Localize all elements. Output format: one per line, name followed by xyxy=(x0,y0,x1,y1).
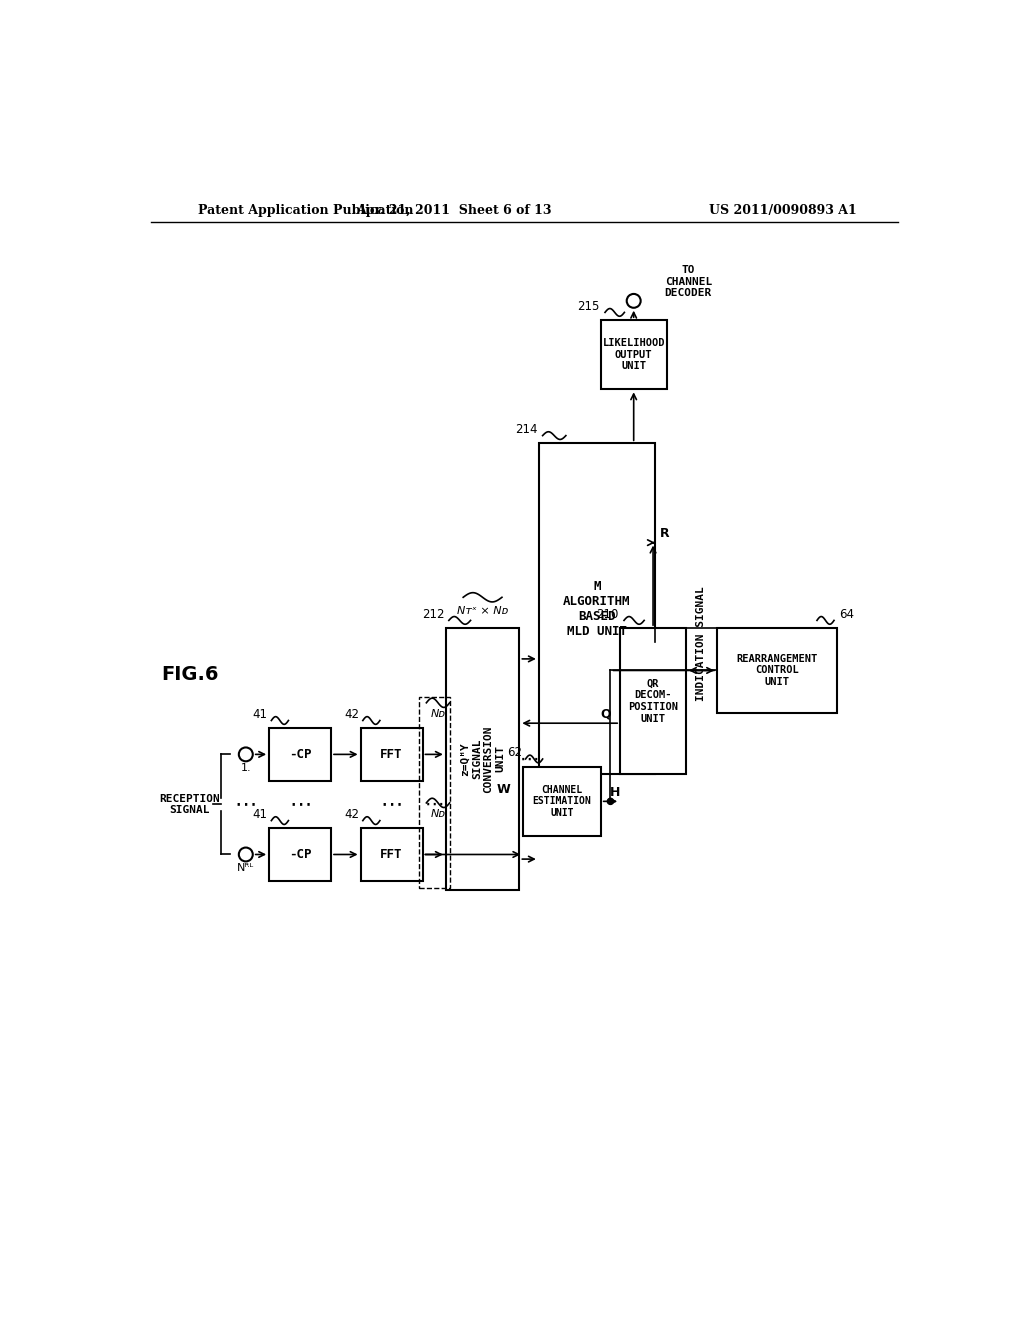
Text: FFT: FFT xyxy=(380,748,402,760)
Text: Apr. 21, 2011  Sheet 6 of 13: Apr. 21, 2011 Sheet 6 of 13 xyxy=(355,205,551,218)
Text: REARRANGEMENT
CONTROL
UNIT: REARRANGEMENT CONTROL UNIT xyxy=(736,653,818,686)
Text: QR
DECOM-
POSITION
UNIT: QR DECOM- POSITION UNIT xyxy=(628,678,678,723)
Text: 212: 212 xyxy=(422,607,444,620)
Text: Nᴛˣ × Nᴅ: Nᴛˣ × Nᴅ xyxy=(457,606,508,616)
Bar xyxy=(523,767,601,836)
Bar xyxy=(360,729,423,780)
Text: 210: 210 xyxy=(596,607,618,620)
Text: ⋯: ⋯ xyxy=(289,795,311,814)
Text: Q: Q xyxy=(601,708,611,721)
Bar xyxy=(717,628,838,713)
Text: LIKELIHOOD
OUTPUT
UNIT: LIKELIHOOD OUTPUT UNIT xyxy=(602,338,665,371)
Text: z=QᴴY
SIGNAL
CONVERSION
UNIT: z=QᴴY SIGNAL CONVERSION UNIT xyxy=(460,725,505,793)
Text: CHANNEL
ESTIMATION
UNIT: CHANNEL ESTIMATION UNIT xyxy=(532,785,592,818)
Text: ⋯: ⋯ xyxy=(424,795,443,814)
Bar xyxy=(269,729,331,780)
Text: FFT: FFT xyxy=(380,847,402,861)
Text: 215: 215 xyxy=(577,300,599,313)
Text: Nᴅ: Nᴅ xyxy=(430,709,445,719)
Text: ⋯: ⋯ xyxy=(234,795,257,814)
Text: 64: 64 xyxy=(840,607,854,620)
Text: 41: 41 xyxy=(253,708,267,721)
Text: 42: 42 xyxy=(344,808,359,821)
Text: 42: 42 xyxy=(344,708,359,721)
Text: H: H xyxy=(609,785,620,799)
Text: INDICATION SIGNAL: INDICATION SIGNAL xyxy=(696,586,707,701)
Text: FIG.6: FIG.6 xyxy=(161,665,219,684)
Bar xyxy=(445,628,519,890)
Text: RECEPTION
SIGNAL: RECEPTION SIGNAL xyxy=(160,793,220,816)
Circle shape xyxy=(607,799,613,804)
Text: Patent Application Publication: Patent Application Publication xyxy=(198,205,414,218)
Text: R: R xyxy=(659,527,670,540)
Text: 41: 41 xyxy=(253,808,267,821)
Text: TO
CHANNEL
DECODER: TO CHANNEL DECODER xyxy=(665,265,712,298)
Text: M
ALGORITHM
BASED
MLD UNIT: M ALGORITHM BASED MLD UNIT xyxy=(563,579,631,638)
Bar xyxy=(360,829,423,880)
Text: 214: 214 xyxy=(515,422,538,436)
Bar xyxy=(621,628,686,775)
Text: 62: 62 xyxy=(507,746,521,759)
Bar xyxy=(539,444,655,775)
Text: W: W xyxy=(497,783,511,796)
Text: 1.: 1. xyxy=(241,763,251,774)
Text: -CP: -CP xyxy=(289,847,311,861)
Text: Nᴿᴸ: Nᴿᴸ xyxy=(238,863,254,874)
Bar xyxy=(419,697,450,888)
Bar xyxy=(269,829,331,880)
Bar xyxy=(601,321,667,389)
Text: US 2011/0090893 A1: US 2011/0090893 A1 xyxy=(709,205,856,218)
Text: ⋯: ⋯ xyxy=(380,795,402,814)
Text: ⋯: ⋯ xyxy=(519,750,539,768)
Text: -CP: -CP xyxy=(289,748,311,760)
Text: Nᴅ: Nᴅ xyxy=(430,809,445,820)
